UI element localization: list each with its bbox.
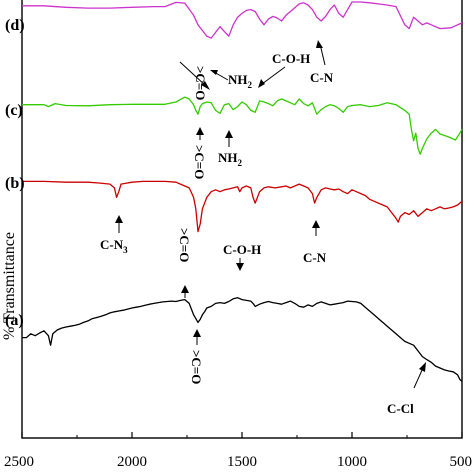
annotation-c-nh2: NH2 (218, 130, 243, 168)
svg-text:C-O-H: C-O-H (272, 51, 310, 66)
annotation-c-co: >C=O (192, 127, 207, 179)
x-tick-label: 2500 (4, 454, 34, 470)
svg-text:>C=O: >C=O (192, 145, 207, 179)
annotation-b-cn3: C-N3 (100, 215, 128, 255)
y-axis-label: % Transmittance (1, 232, 18, 340)
annotation-b-coh: C-O-H (223, 242, 261, 271)
svg-text:NH2: NH2 (218, 150, 243, 168)
annotation-d-coh: C-O-H (258, 51, 310, 88)
svg-text:C-N3: C-N3 (100, 237, 128, 255)
annotation-b-co: >C=O (177, 228, 192, 298)
svg-text:C-N: C-N (310, 70, 334, 85)
annotation-d-co: >C=O (179, 61, 210, 100)
series-line-a (22, 297, 463, 382)
svg-text:>C=O: >C=O (189, 350, 204, 384)
annotation-d-cn: C-N (310, 40, 334, 85)
curve-label-c: (c) (5, 102, 23, 119)
svg-text:C-Cl: C-Cl (387, 401, 414, 416)
svg-text:>C=O: >C=O (177, 228, 192, 262)
annotation-a-ccl: C-Cl (387, 362, 426, 416)
curve-label-d: (d) (5, 17, 25, 34)
svg-text:C-O-H: C-O-H (223, 242, 261, 257)
svg-text:C-N: C-N (303, 250, 327, 265)
x-axis: 2500 2000 1500 1000 500 (4, 432, 472, 470)
x-tick-label: 500 (450, 454, 473, 470)
x-tick-label: 1000 (337, 454, 367, 470)
series-layer (22, 1, 463, 382)
svg-text:NH2: NH2 (228, 72, 253, 90)
annotation-a-co: >C=O (189, 329, 204, 384)
x-tick-label: 2000 (117, 454, 147, 470)
series-line-c (22, 96, 463, 155)
x-tick-label: 1500 (227, 454, 257, 470)
svg-text:>C=O: >C=O (193, 66, 208, 100)
curve-label-b: (b) (5, 175, 25, 192)
annotation-b-cn: C-N (303, 220, 327, 265)
curve-label-a: (a) (5, 312, 24, 329)
annotation-d-nh2: NH2 (210, 70, 253, 90)
series-line-b (22, 180, 463, 233)
series-line-d (22, 1, 463, 39)
